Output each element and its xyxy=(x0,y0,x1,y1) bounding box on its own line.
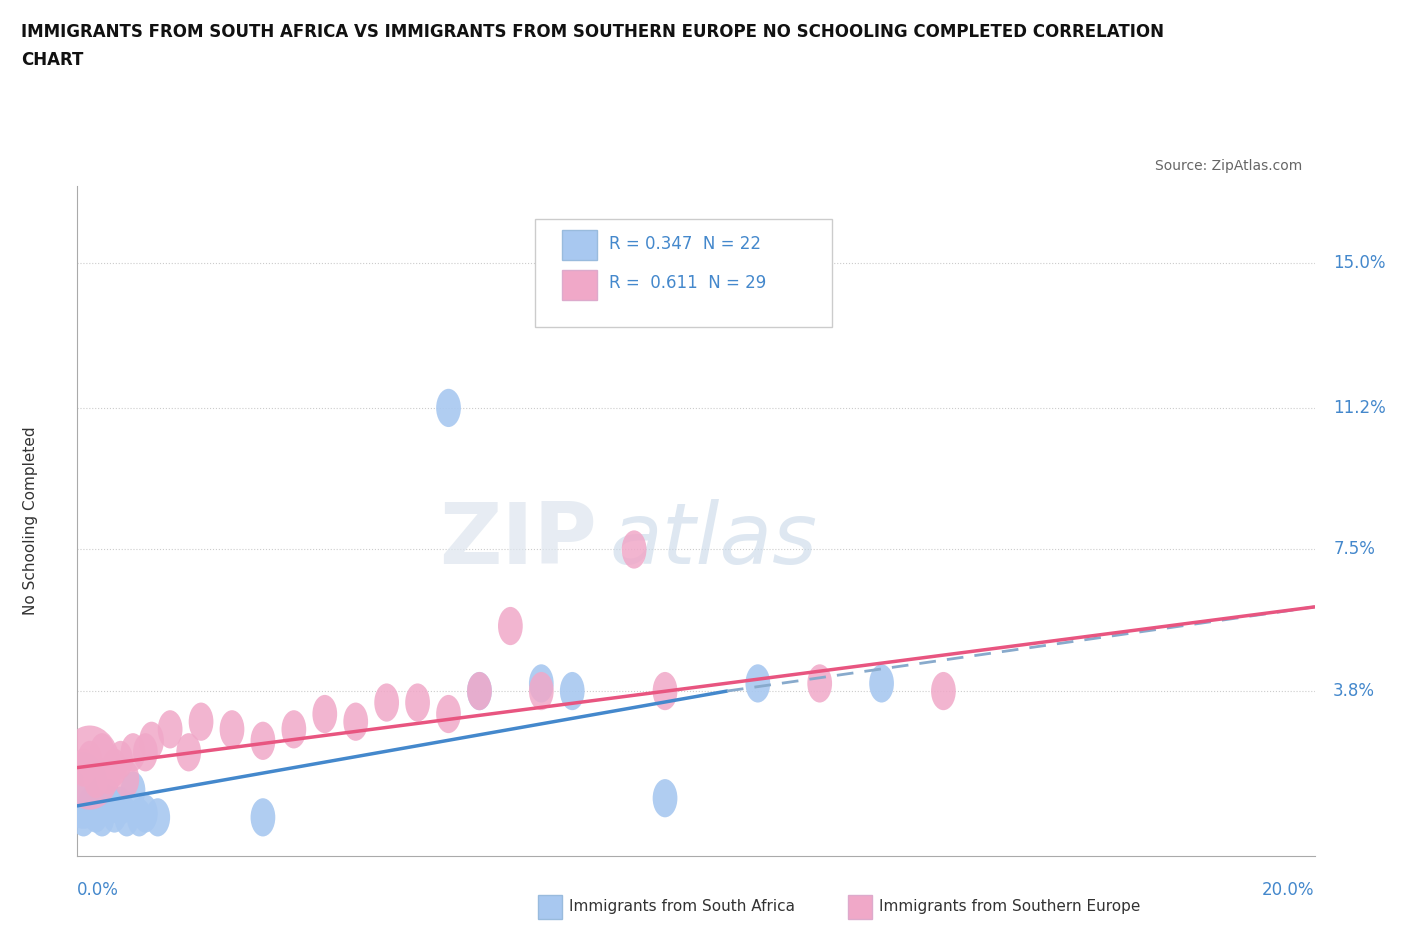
Ellipse shape xyxy=(90,733,114,771)
Ellipse shape xyxy=(157,711,183,749)
Ellipse shape xyxy=(121,771,145,810)
Ellipse shape xyxy=(405,684,430,722)
Ellipse shape xyxy=(108,741,134,779)
Text: atlas: atlas xyxy=(609,499,817,582)
Bar xyxy=(538,895,562,919)
Bar xyxy=(562,230,598,259)
Text: 15.0%: 15.0% xyxy=(1333,254,1386,272)
Ellipse shape xyxy=(188,702,214,741)
Ellipse shape xyxy=(374,684,399,722)
Ellipse shape xyxy=(652,672,678,711)
Ellipse shape xyxy=(108,787,134,825)
Ellipse shape xyxy=(467,672,492,711)
Ellipse shape xyxy=(121,733,145,771)
Ellipse shape xyxy=(176,733,201,771)
Ellipse shape xyxy=(652,779,678,817)
Ellipse shape xyxy=(745,664,770,702)
Text: Immigrants from Southern Europe: Immigrants from Southern Europe xyxy=(879,899,1140,914)
Ellipse shape xyxy=(103,749,127,787)
Ellipse shape xyxy=(90,798,114,836)
Ellipse shape xyxy=(219,711,245,749)
Text: R =  0.611  N = 29: R = 0.611 N = 29 xyxy=(609,274,766,292)
Ellipse shape xyxy=(103,794,127,832)
Ellipse shape xyxy=(96,756,121,794)
Ellipse shape xyxy=(529,672,554,711)
FancyBboxPatch shape xyxy=(536,219,832,326)
Text: 0.0%: 0.0% xyxy=(77,881,120,899)
Ellipse shape xyxy=(134,733,157,771)
Text: 7.5%: 7.5% xyxy=(1333,540,1375,559)
Ellipse shape xyxy=(83,794,108,832)
Ellipse shape xyxy=(139,722,165,760)
Ellipse shape xyxy=(114,798,139,836)
Ellipse shape xyxy=(931,672,956,711)
Text: 20.0%: 20.0% xyxy=(1263,881,1315,899)
Text: R = 0.347  N = 22: R = 0.347 N = 22 xyxy=(609,234,762,253)
Ellipse shape xyxy=(621,530,647,568)
Ellipse shape xyxy=(436,695,461,733)
Bar xyxy=(562,270,598,299)
Ellipse shape xyxy=(312,695,337,733)
Text: CHART: CHART xyxy=(21,51,83,69)
Ellipse shape xyxy=(96,779,121,817)
Ellipse shape xyxy=(869,664,894,702)
Ellipse shape xyxy=(114,760,139,798)
Ellipse shape xyxy=(436,389,461,427)
Ellipse shape xyxy=(250,722,276,760)
Ellipse shape xyxy=(127,798,152,836)
Ellipse shape xyxy=(498,607,523,645)
Text: Immigrants from South Africa: Immigrants from South Africa xyxy=(569,899,796,914)
Text: IMMIGRANTS FROM SOUTH AFRICA VS IMMIGRANTS FROM SOUTHERN EUROPE NO SCHOOLING COM: IMMIGRANTS FROM SOUTH AFRICA VS IMMIGRAN… xyxy=(21,23,1164,41)
Ellipse shape xyxy=(134,794,157,832)
Ellipse shape xyxy=(77,787,103,825)
Ellipse shape xyxy=(83,760,108,798)
Ellipse shape xyxy=(807,664,832,702)
Ellipse shape xyxy=(83,779,108,817)
Ellipse shape xyxy=(467,672,492,711)
Ellipse shape xyxy=(96,787,121,825)
Ellipse shape xyxy=(343,702,368,741)
Ellipse shape xyxy=(59,725,121,810)
Ellipse shape xyxy=(145,798,170,836)
Ellipse shape xyxy=(72,798,96,836)
Text: ZIP: ZIP xyxy=(439,499,598,582)
Bar xyxy=(848,895,872,919)
Ellipse shape xyxy=(72,749,96,787)
Ellipse shape xyxy=(59,752,108,829)
Ellipse shape xyxy=(281,711,307,749)
Ellipse shape xyxy=(250,798,276,836)
Text: 3.8%: 3.8% xyxy=(1333,682,1375,700)
Text: Source: ZipAtlas.com: Source: ZipAtlas.com xyxy=(1154,159,1302,173)
Text: 11.2%: 11.2% xyxy=(1333,399,1386,417)
Text: No Schooling Completed: No Schooling Completed xyxy=(22,427,38,615)
Ellipse shape xyxy=(529,664,554,702)
Ellipse shape xyxy=(77,741,103,779)
Ellipse shape xyxy=(560,672,585,711)
